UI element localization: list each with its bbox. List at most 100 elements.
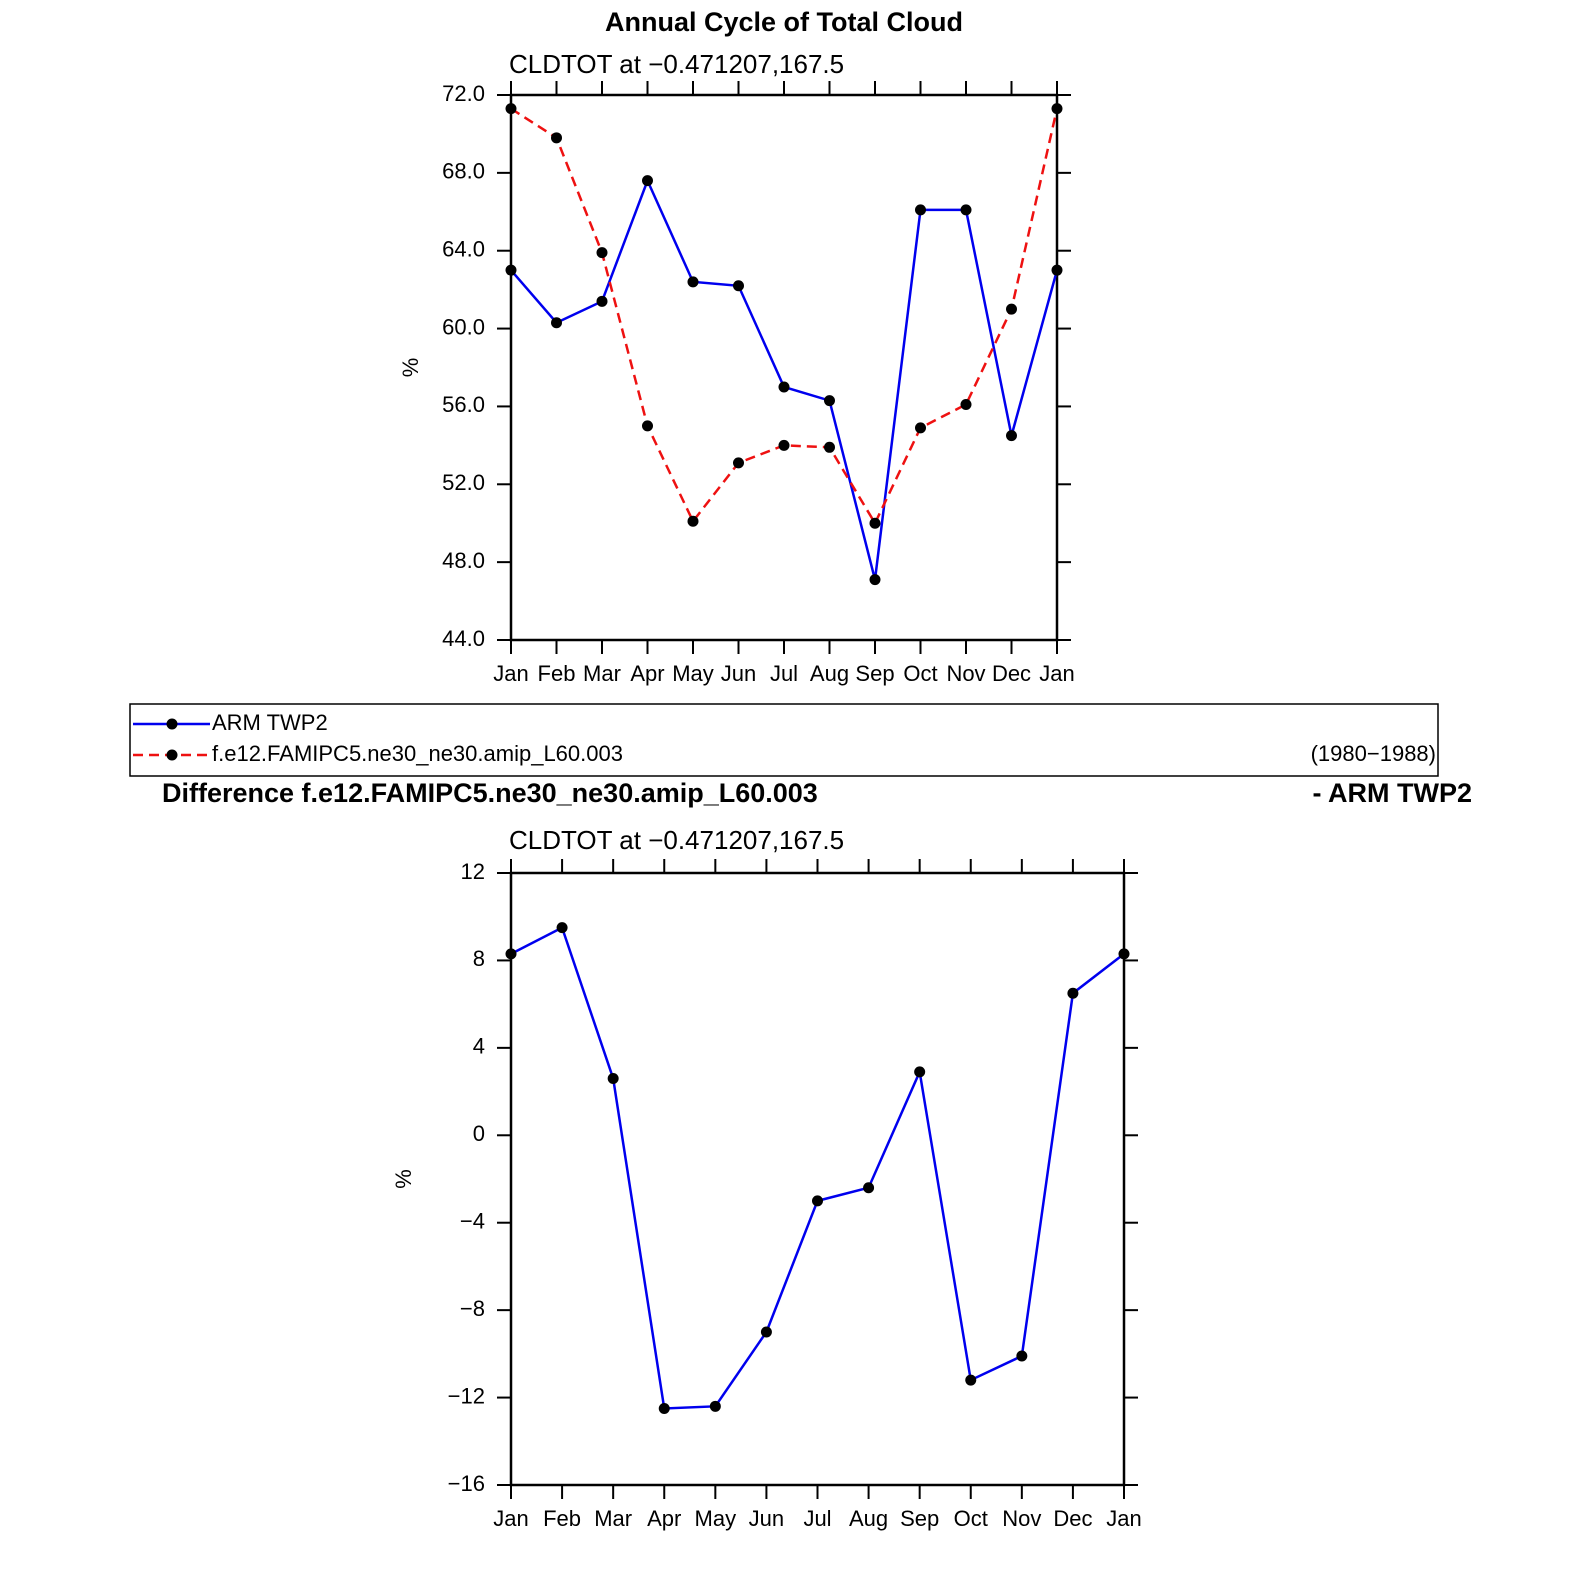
data-point — [551, 317, 562, 329]
data-point — [687, 276, 699, 288]
legend-label: ARM TWP2 — [212, 710, 328, 735]
y-tick-label: 68.0 — [442, 159, 485, 184]
plot-frame — [509, 871, 1126, 1487]
x-tick-label: Jan — [1106, 1506, 1141, 1531]
legend-label: f.e12.FAMIPC5.ne30_ne30.amip_L60.003 — [212, 741, 623, 766]
x-tick-label: Feb — [543, 1506, 581, 1531]
x-tick-label: Sep — [855, 661, 894, 686]
data-point — [960, 204, 972, 216]
x-tick-label: Aug — [849, 1506, 888, 1531]
x-tick-label: Nov — [1002, 1506, 1041, 1531]
data-point — [869, 517, 881, 529]
data-point — [915, 422, 926, 434]
y-tick-label: 72.0 — [442, 81, 485, 106]
legend-box — [129, 703, 1439, 777]
data-point — [596, 295, 608, 307]
x-tick-label: Jun — [749, 1506, 784, 1531]
data-point — [1051, 103, 1063, 115]
data-point — [642, 420, 653, 432]
x-tick-label: Feb — [538, 661, 576, 686]
y-tick-label: −16 — [448, 1471, 485, 1496]
series-line — [510, 107, 1059, 526]
chart-title: Difference f.e12.FAMIPC5.ne30_ne30.amip_… — [162, 778, 818, 808]
x-tick-label: Jul — [803, 1506, 831, 1531]
x-tick-label: Jan — [493, 661, 528, 686]
data-point — [824, 441, 835, 453]
data-point — [607, 1072, 619, 1084]
chart-title: Annual Cycle of Total Cloud — [605, 7, 963, 37]
x-tick-label: Jan — [493, 1506, 528, 1531]
data-point — [505, 103, 517, 115]
data-point — [960, 398, 972, 410]
data-point — [709, 1400, 721, 1412]
data-point — [915, 204, 926, 216]
y-tick-label: 0 — [473, 1121, 485, 1146]
data-point — [824, 395, 835, 407]
data-point — [556, 922, 568, 934]
data-point — [733, 280, 744, 292]
data-point — [863, 1182, 875, 1194]
series-line — [510, 925, 1125, 1410]
y-tick-label: 4 — [473, 1034, 485, 1059]
x-tick-label: Oct — [954, 1506, 988, 1531]
data-point — [1051, 264, 1063, 276]
legend-note: (1980−1988) — [1311, 741, 1436, 766]
legend-marker — [166, 718, 178, 730]
y-axis-label: % — [398, 358, 423, 378]
y-tick-label: 44.0 — [442, 626, 485, 651]
x-tick-label: Dec — [992, 661, 1031, 686]
data-point — [1006, 303, 1017, 315]
data-point — [733, 457, 744, 469]
x-tick-label: Mar — [594, 1506, 632, 1531]
data-point — [1016, 1350, 1028, 1362]
x-tick-label: Jul — [770, 661, 798, 686]
y-axis-label: % — [391, 1169, 416, 1189]
chart-subtitle: CLDTOT at −0.471207,167.5 — [509, 49, 844, 79]
y-tick-label: 48.0 — [442, 548, 485, 573]
data-point — [1118, 948, 1130, 960]
y-tick-label: 52.0 — [442, 470, 485, 495]
data-point — [551, 132, 562, 144]
data-point — [642, 175, 653, 187]
y-tick-label: 56.0 — [442, 392, 485, 417]
y-tick-label: −12 — [448, 1383, 485, 1408]
y-tick-label: 12 — [461, 859, 485, 884]
data-point — [505, 948, 517, 960]
x-tick-label: May — [695, 1506, 737, 1531]
y-tick-label: −4 — [460, 1209, 485, 1234]
data-point — [778, 439, 790, 451]
data-point — [1006, 430, 1017, 442]
y-tick-label: 8 — [473, 946, 485, 971]
x-tick-label: Mar — [583, 661, 621, 686]
legend-marker — [166, 749, 178, 761]
data-point — [914, 1066, 926, 1078]
data-point — [812, 1195, 823, 1207]
x-tick-label: Nov — [946, 661, 985, 686]
x-tick-label: Sep — [900, 1506, 939, 1531]
y-tick-label: −8 — [460, 1296, 485, 1321]
data-point — [687, 515, 699, 527]
x-tick-label: Apr — [630, 661, 664, 686]
x-tick-label: May — [672, 661, 714, 686]
data-point — [760, 1326, 772, 1338]
x-tick-label: Dec — [1053, 1506, 1092, 1531]
chart-title-right: - ARM TWP2 — [1313, 778, 1472, 808]
data-point — [658, 1403, 670, 1414]
x-tick-label: Oct — [903, 661, 937, 686]
x-tick-label: Jun — [721, 661, 756, 686]
x-tick-label: Apr — [647, 1506, 681, 1531]
data-point — [505, 264, 517, 276]
data-point — [965, 1374, 977, 1386]
x-tick-label: Jan — [1039, 661, 1074, 686]
data-point — [596, 247, 608, 259]
series-line — [510, 177, 1059, 580]
plot-frame — [509, 93, 1059, 642]
data-point — [869, 574, 881, 586]
x-tick-label: Aug — [810, 661, 849, 686]
data-point — [778, 381, 790, 393]
y-tick-label: 64.0 — [442, 237, 485, 262]
y-tick-label: 60.0 — [442, 314, 485, 339]
chart-subtitle: CLDTOT at −0.471207,167.5 — [509, 825, 844, 855]
data-point — [1067, 987, 1079, 999]
